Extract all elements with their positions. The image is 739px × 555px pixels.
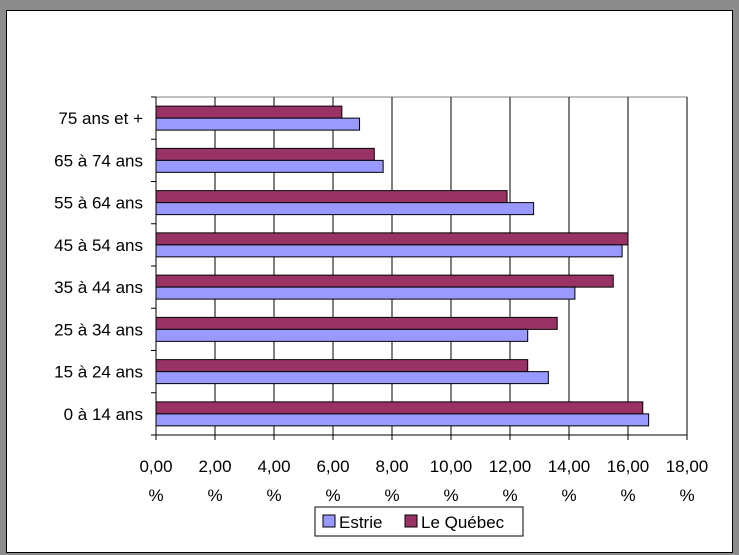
x-tick-unit-8: % bbox=[620, 486, 635, 505]
bar-lequebec-6 bbox=[155, 147, 375, 161]
bar-lequebec-3 bbox=[155, 274, 614, 288]
x-tick-unit-4: % bbox=[384, 486, 399, 505]
bar-estrie-3 bbox=[155, 286, 576, 300]
bar-estrie-7 bbox=[155, 117, 361, 131]
x-tick-unit-9: % bbox=[679, 486, 694, 505]
x-tick-label-3: 6,00 bbox=[316, 457, 349, 476]
category-label-3: 35 à 44 ans bbox=[54, 278, 143, 297]
bar-lequebec-5 bbox=[155, 190, 508, 204]
bar-estrie-2 bbox=[155, 328, 529, 342]
x-tick-label-9: 18,00 bbox=[666, 457, 709, 476]
x-tick-unit-0: % bbox=[148, 486, 163, 505]
category-label-0: 0 à 14 ans bbox=[64, 405, 143, 424]
x-tick-unit-7: % bbox=[561, 486, 576, 505]
x-tick-label-7: 14,00 bbox=[548, 457, 591, 476]
window-top-strip bbox=[0, 0, 739, 10]
bar-lequebec-2 bbox=[155, 316, 558, 330]
bar-estrie-4 bbox=[155, 244, 623, 258]
x-tick-label-1: 2,00 bbox=[198, 457, 231, 476]
x-tick-label-2: 4,00 bbox=[257, 457, 290, 476]
bar-lequebec-0 bbox=[155, 401, 644, 415]
bar-estrie-5 bbox=[155, 202, 535, 216]
x-tick-unit-1: % bbox=[207, 486, 222, 505]
x-tick-unit-6: % bbox=[502, 486, 517, 505]
bar-lequebec-1 bbox=[155, 359, 529, 373]
x-tick-label-4: 8,00 bbox=[375, 457, 408, 476]
legend: Estrie Le Québec bbox=[314, 506, 524, 537]
category-label-1: 15 à 24 ans bbox=[54, 363, 143, 382]
x-tick-label-5: 10,00 bbox=[430, 457, 473, 476]
x-tick-unit-3: % bbox=[325, 486, 340, 505]
x-tick-unit-2: % bbox=[266, 486, 281, 505]
category-label-4: 45 à 54 ans bbox=[54, 236, 143, 255]
x-tick-label-8: 16,00 bbox=[607, 457, 650, 476]
bar-estrie-1 bbox=[155, 371, 549, 385]
category-label-6: 65 à 74 ans bbox=[54, 151, 143, 170]
bar-estrie-0 bbox=[155, 413, 650, 427]
legend-swatch-0 bbox=[322, 514, 336, 528]
x-tick-label-0: 0,00 bbox=[139, 457, 172, 476]
category-label-5: 55 à 64 ans bbox=[54, 194, 143, 213]
legend-swatch-1 bbox=[404, 514, 418, 528]
x-tick-unit-5: % bbox=[443, 486, 458, 505]
category-label-2: 25 à 34 ans bbox=[54, 320, 143, 339]
category-label-7: 75 ans et + bbox=[58, 109, 143, 128]
legend-label-0: Estrie bbox=[339, 513, 382, 532]
legend-label-1: Le Québec bbox=[421, 513, 505, 532]
plot-area bbox=[155, 96, 688, 436]
bar-lequebec-7 bbox=[155, 105, 343, 119]
x-tick-label-6: 12,00 bbox=[489, 457, 532, 476]
bar-estrie-6 bbox=[155, 159, 384, 173]
bar-lequebec-4 bbox=[155, 232, 629, 246]
legend-box bbox=[314, 506, 524, 537]
